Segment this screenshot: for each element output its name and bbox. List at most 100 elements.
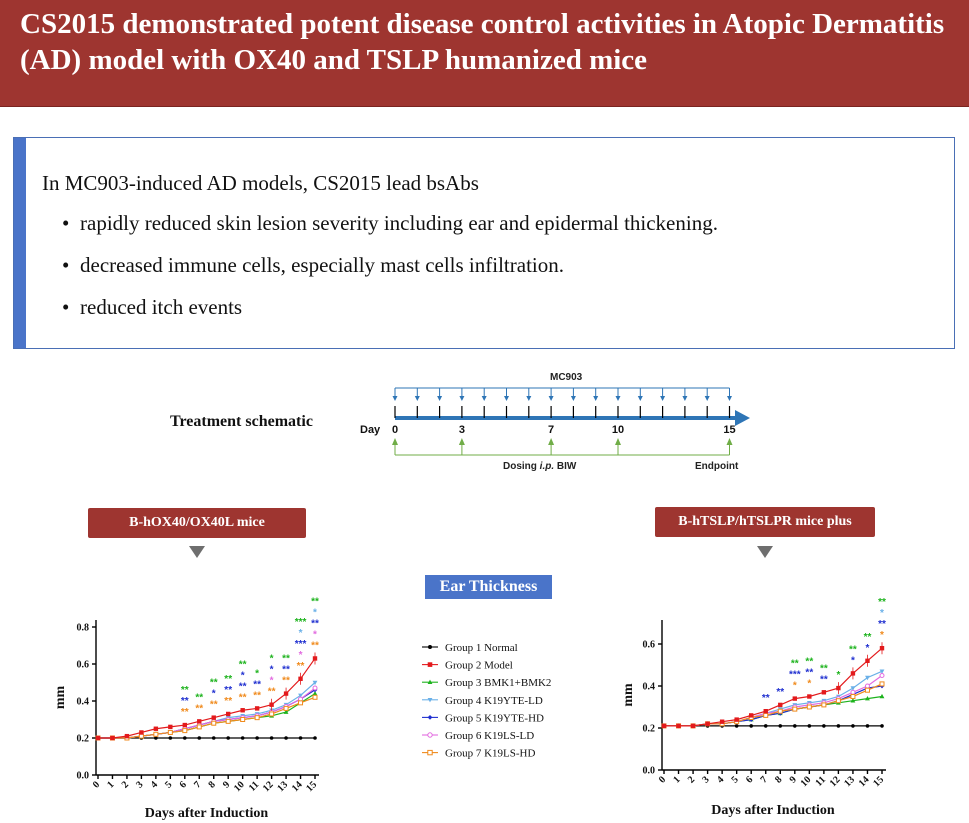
chart-right: 0.00.20.40.60 1 2 3 4 5 6 7 8 9 10 11 12 13 14 15mmDays… [621,597,886,818]
data-point [807,724,812,728]
significance-mark: ** [762,693,770,704]
data-point [879,673,885,678]
day-number: 15 [723,424,735,436]
treatment-dose-arrow [458,438,465,445]
x-tick-label: 13 [275,779,290,794]
data-point [298,736,303,740]
significance-mark: *** [295,639,307,650]
series-line [664,670,883,727]
data-point [705,721,710,726]
data-point [763,712,769,718]
significance-mark: ** [878,597,886,608]
data-point [254,706,260,711]
significance-mark: * [851,655,855,666]
data-point [298,700,304,706]
legend-marker [427,749,433,756]
significance-mark: ** [282,665,290,676]
data-point [676,723,681,729]
significance-mark: ** [805,668,813,679]
data-point [298,693,303,699]
series-3 [95,691,318,740]
data-point [850,689,856,695]
tag-left-model: B-hOX40/OX40L mice [88,508,306,538]
series-1 [96,736,317,740]
data-point [312,680,318,686]
data-point [763,724,768,728]
data-point [807,694,812,699]
legend-marker [427,732,433,738]
day-number: 3 [459,424,465,436]
data-point [313,736,317,740]
data-point [865,675,870,681]
x-tick-label: 1 [105,779,116,790]
data-point [226,711,231,717]
significance-mark: ** [282,676,290,687]
tag-right-model: B-hTSLP/hTSLPR mice plus [655,507,875,537]
data-point [879,669,885,674]
significance-mark: ** [849,644,857,655]
y-tick-label: 0.6 [643,640,656,651]
x-tick-label: 7 [759,774,770,785]
data-point [778,724,783,728]
significance-mark: ** [311,640,319,651]
data-point [167,729,173,735]
series-2 [661,642,885,729]
data-point [226,736,230,740]
treatment-dosing-marks [392,438,733,456]
significance-mark: * [212,689,216,700]
significance-mark: ** [282,654,290,665]
y-axis-title: mm [53,686,68,710]
y-tick-label: 0.4 [77,697,90,708]
mc903-dose-arrow [392,396,398,401]
data-point [182,722,187,728]
page-title: CS2015 demonstrated potent disease contr… [20,8,945,76]
legend-item: Group 7 K19LS-HD [422,748,535,760]
x-tick-label: 2 [686,774,697,785]
significance-mark: * [807,679,811,690]
series-line [98,658,316,739]
day-label: Day [360,424,381,436]
data-point [168,724,173,730]
legend-item: Group 2 Model [422,660,513,672]
x-tick-label: 15 [871,774,886,789]
mc903-dose-arrow [660,396,666,401]
legend-item: Group 4 K19YTE-LD [422,695,543,707]
legend-item: Group 3 BMK1+BMK2 [422,677,551,689]
day-number: 0 [392,424,398,436]
mc903-dose-arrow [437,396,443,401]
x-tick-label: 10 [799,774,814,789]
series-5 [661,683,885,729]
accent-bar [14,138,26,348]
data-point [254,715,260,721]
data-point [240,717,246,722]
data-point [661,723,667,729]
x-tick-label: 4 [715,774,726,785]
data-point [719,719,725,724]
mc903-dose-arrow [504,396,509,401]
y-tick-label: 0.8 [77,623,90,634]
significance-mark: *** [295,617,307,628]
treatment-schematic: MC903 Day 0 3 7 10 15 Dosing i.p. BIW Endpoi… [360,372,750,472]
chart-left: 0.00.20.40.60.80 1 2 3 4 5 6 7 8 9 10 11 12 13 14 15mmD… [53,596,319,821]
data-point [777,708,783,714]
y-tick-label: 0.0 [77,771,90,782]
significance-mark: ** [253,690,261,701]
data-point [95,735,101,741]
series-line [664,685,883,727]
x-tick-label: 0 [657,774,668,785]
mc903-dose-arrow [414,396,420,401]
summary-bullet: • reduced itch events [62,295,243,319]
data-point [734,724,739,728]
data-point [879,693,885,699]
data-point [778,702,783,708]
significance-mark: ** [181,707,189,718]
significance-mark: * [270,676,274,687]
bullet-text: rapidly reduced skin lesion severity inc… [80,211,718,235]
data-point [734,717,739,722]
endpoint-label: Endpoint [695,461,739,472]
x-axis-title: Days after Induction [145,806,269,821]
data-point [690,723,696,729]
dosing-frequency: BIW [554,461,577,472]
significance-mark: ** [791,659,799,670]
significance-mark: ** [297,661,305,672]
